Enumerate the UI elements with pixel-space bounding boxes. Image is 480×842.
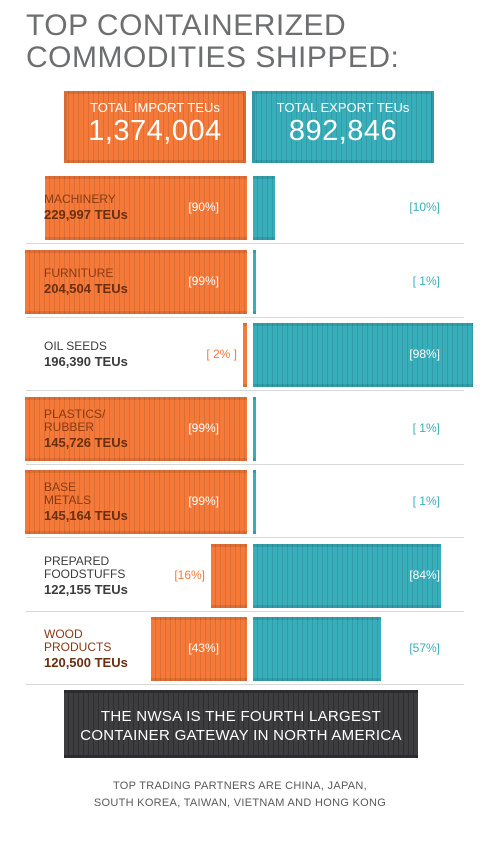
category-teus: 145,164 TEUs [44, 508, 128, 523]
footer-line-2: SOUTH KOREA, TAIWAN, VIETNAM AND HONG KO… [93, 797, 387, 809]
category-teus: 145,726 TEUs [44, 435, 128, 450]
total-export-label: TOTAL EXPORT TEUs [276, 100, 410, 115]
total-import-container: TOTAL IMPORT TEUs 1,374,004 [64, 91, 246, 163]
export-percent-label: [10%] [409, 200, 440, 214]
total-export-container: TOTAL EXPORT TEUs 892,846 [252, 91, 434, 163]
row-divider [26, 316, 464, 318]
category-name: PLASTICS/ [44, 407, 106, 421]
category-teus: 204,504 TEUs [44, 281, 128, 296]
export-bar [253, 397, 256, 461]
import-percent-label: [ 2% ] [206, 347, 237, 361]
import-bar [211, 544, 247, 608]
export-percent-label: [57%] [409, 641, 440, 655]
banner-line-1: THE NWSA IS THE FOURTH LARGEST [100, 708, 382, 725]
category-name: PRODUCTS [44, 640, 112, 654]
category-name: OIL SEEDS [44, 339, 107, 353]
category-name: RUBBER [44, 420, 95, 434]
category-name: WOOD [44, 627, 83, 641]
trading-partners-note: TOP TRADING PARTNERS ARE CHINA, JAPAN, S… [20, 778, 460, 812]
category-name: FOODSTUFFS [44, 567, 126, 581]
import-percent-label: [99%] [188, 274, 219, 288]
import-percent-label: [90%] [188, 200, 219, 214]
footer-line-1: TOP TRADING PARTNERS ARE CHINA, JAPAN, [112, 780, 368, 792]
export-bar [253, 250, 256, 314]
import-bar [25, 470, 247, 534]
category-name: MACHINERY [44, 192, 116, 206]
page-title: TOP CONTAINERIZED COMMODITIES SHIPPED: [26, 10, 466, 74]
export-bar [253, 470, 256, 534]
import-bar [243, 323, 247, 387]
row-divider [26, 536, 464, 538]
title-line-1: TOP CONTAINERIZED [26, 9, 347, 42]
export-percent-label: [ 1%] [412, 274, 440, 288]
total-export-value: 892,846 [288, 115, 398, 147]
row-divider [26, 610, 464, 612]
import-percent-label: [16%] [174, 568, 205, 582]
category-teus: 122,155 TEUs [44, 582, 128, 597]
category-name: METALS [44, 493, 92, 507]
row-divider [26, 242, 464, 244]
row-divider [26, 683, 464, 685]
import-percent-label: [99%] [188, 494, 219, 508]
total-import-value: 1,374,004 [88, 115, 222, 147]
category-name: BASE [44, 480, 77, 494]
import-bar [25, 397, 247, 461]
row-divider [26, 389, 464, 391]
total-import-label: TOTAL IMPORT TEUs [90, 100, 220, 115]
row-divider [26, 463, 464, 465]
category-name: FURNITURE [44, 266, 114, 280]
import-percent-label: [99%] [188, 421, 219, 435]
export-percent-label: [98%] [409, 347, 440, 361]
export-bar [253, 323, 473, 387]
export-bar [253, 176, 275, 240]
import-percent-label: [43%] [188, 641, 219, 655]
category-teus: 120,500 TEUs [44, 655, 128, 670]
import-bar [45, 176, 247, 240]
export-bar [253, 544, 441, 608]
gateway-banner: THE NWSA IS THE FOURTH LARGEST CONTAINER… [64, 690, 418, 758]
category-teus: 229,997 TEUs [44, 207, 128, 222]
export-percent-label: [84%] [409, 568, 440, 582]
export-percent-label: [ 1%] [412, 494, 440, 508]
category-teus: 196,390 TEUs [44, 354, 128, 369]
import-bar [151, 617, 247, 681]
export-percent-label: [ 1%] [412, 421, 440, 435]
category-name: PREPARED [44, 554, 110, 568]
title-line-2: COMMODITIES SHIPPED: [26, 41, 400, 74]
export-bar [253, 617, 381, 681]
import-bar [25, 250, 247, 314]
banner-line-2: CONTAINER GATEWAY IN NORTH AMERICA [80, 727, 402, 744]
